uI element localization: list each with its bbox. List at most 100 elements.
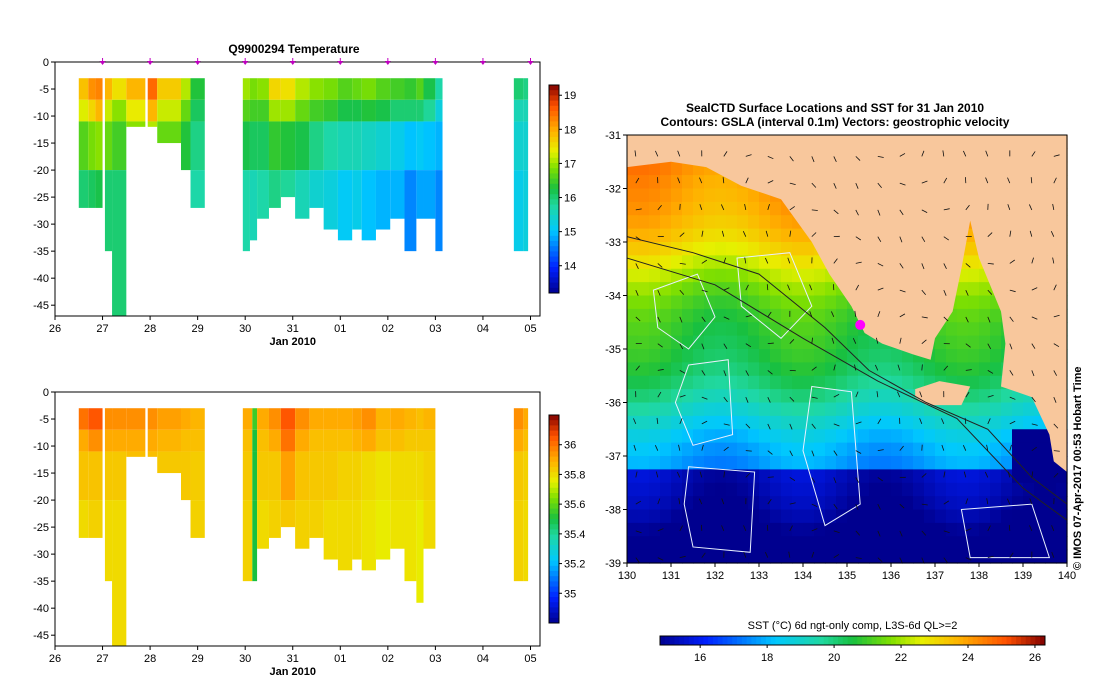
sst-cell: [1012, 482, 1024, 497]
profile-cell: [181, 429, 191, 452]
profile-cell: [523, 408, 529, 430]
sst-cell: [781, 482, 793, 497]
velocity-arrow: [897, 364, 901, 371]
sst-cell: [891, 362, 903, 377]
profile-cell: [390, 408, 405, 430]
sst-colorbar-cell: [746, 636, 752, 645]
colorbar-cell: [549, 534, 559, 541]
sst-cell: [704, 295, 716, 310]
sst-cell: [891, 549, 903, 564]
profile-13: [268, 78, 281, 208]
sst-colorbar-cell: [789, 636, 796, 645]
sst-cell: [990, 402, 1002, 417]
sst-cell: [979, 322, 991, 337]
sst-cell: [627, 308, 639, 323]
sst-cell: [715, 188, 727, 203]
sst-cell: [781, 295, 793, 310]
profile-marker: [337, 61, 344, 65]
sst-cell: [748, 255, 760, 270]
colorbar-cell: [549, 215, 559, 221]
sst-cell: [968, 335, 980, 350]
sst-cell: [979, 509, 991, 524]
colorbar-cell: [549, 246, 559, 252]
velocity-arrow: [635, 289, 639, 296]
velocity-arrow: [1009, 343, 1013, 350]
sst-cell: [660, 282, 672, 297]
sst-cell: [748, 536, 760, 551]
velocity-arrow: [1031, 370, 1035, 377]
profile-11: [257, 408, 269, 549]
sst-cell: [979, 496, 991, 511]
velocity-arrow: [852, 338, 857, 344]
sst-cell: [1034, 469, 1046, 484]
sst-cell: [704, 456, 716, 470]
sst-cell: [649, 456, 661, 470]
velocity-arrow: [744, 257, 747, 264]
profile-cell: [361, 78, 376, 100]
sst-cell: [968, 496, 980, 511]
colorbar-tick-label: 35.2: [564, 559, 585, 571]
sst-colorbar-cell: [842, 636, 849, 645]
profile-cell: [157, 121, 182, 144]
velocity-arrow: [679, 232, 685, 237]
velocity-arrow: [723, 151, 728, 157]
profile-cell: [352, 99, 362, 122]
sst-cell: [990, 496, 1002, 511]
sst-cell: [891, 509, 903, 524]
velocity-arrow: [767, 370, 773, 375]
sst-cell: [671, 362, 683, 377]
sst-cell: [627, 295, 639, 310]
sst-cell: [627, 496, 639, 511]
sst-cell: [792, 536, 804, 551]
sst-colorbar-cell: [741, 636, 748, 645]
sst-cell: [737, 415, 749, 430]
velocity-arrow: [701, 259, 708, 264]
sst-cell: [858, 375, 870, 390]
velocity-arrow: [965, 316, 969, 323]
velocity-arrow: [877, 209, 881, 216]
sst-cell: [847, 496, 859, 511]
x-tick-label: 26: [49, 323, 61, 335]
sst-cell: [649, 509, 661, 524]
velocity-arrow: [833, 503, 838, 510]
sst-cell: [902, 496, 914, 511]
sst-cell: [770, 228, 782, 243]
velocity-arrow: [811, 528, 818, 532]
x-tick-label: 30: [239, 653, 251, 665]
sst-cell: [770, 456, 782, 470]
sst-cell: [1012, 456, 1024, 470]
velocity-arrow: [833, 393, 840, 398]
profile-cell: [523, 170, 529, 252]
sst-cell: [726, 429, 738, 444]
sst-colorbar-cell: [708, 636, 714, 645]
sst-cell: [660, 295, 672, 310]
velocity-arrow: [657, 263, 663, 268]
sst-cell: [693, 509, 705, 524]
sst-colorbar-cell: [818, 636, 825, 645]
sst-cell: [748, 375, 760, 390]
sst-cell: [781, 375, 793, 390]
velocity-arrow: [941, 418, 945, 425]
velocity-arrow: [942, 150, 945, 157]
profile-cell: [280, 170, 296, 198]
colorbar-cell: [549, 555, 559, 562]
sst-cell: [1034, 415, 1046, 430]
velocity-arrow: [921, 557, 925, 564]
sst-cell: [715, 268, 727, 283]
sst-cell: [726, 509, 738, 524]
velocity-arrow: [1009, 552, 1014, 558]
sst-cell: [902, 509, 914, 524]
sst-cell: [737, 282, 749, 297]
sst-cell: [891, 522, 903, 537]
profile-cell: [157, 451, 182, 474]
sst-cell: [627, 228, 639, 243]
x-tick-label: 03: [429, 653, 441, 665]
velocity-arrow: [855, 421, 862, 425]
sst-cell: [869, 375, 881, 390]
sst-cell: [693, 268, 705, 283]
velocity-arrow: [657, 316, 661, 323]
colorbar-tick-label: 17: [564, 158, 576, 170]
colorbar-cell: [549, 597, 559, 603]
y-tick-label: -45: [33, 630, 49, 642]
velocity-arrow: [699, 471, 703, 478]
